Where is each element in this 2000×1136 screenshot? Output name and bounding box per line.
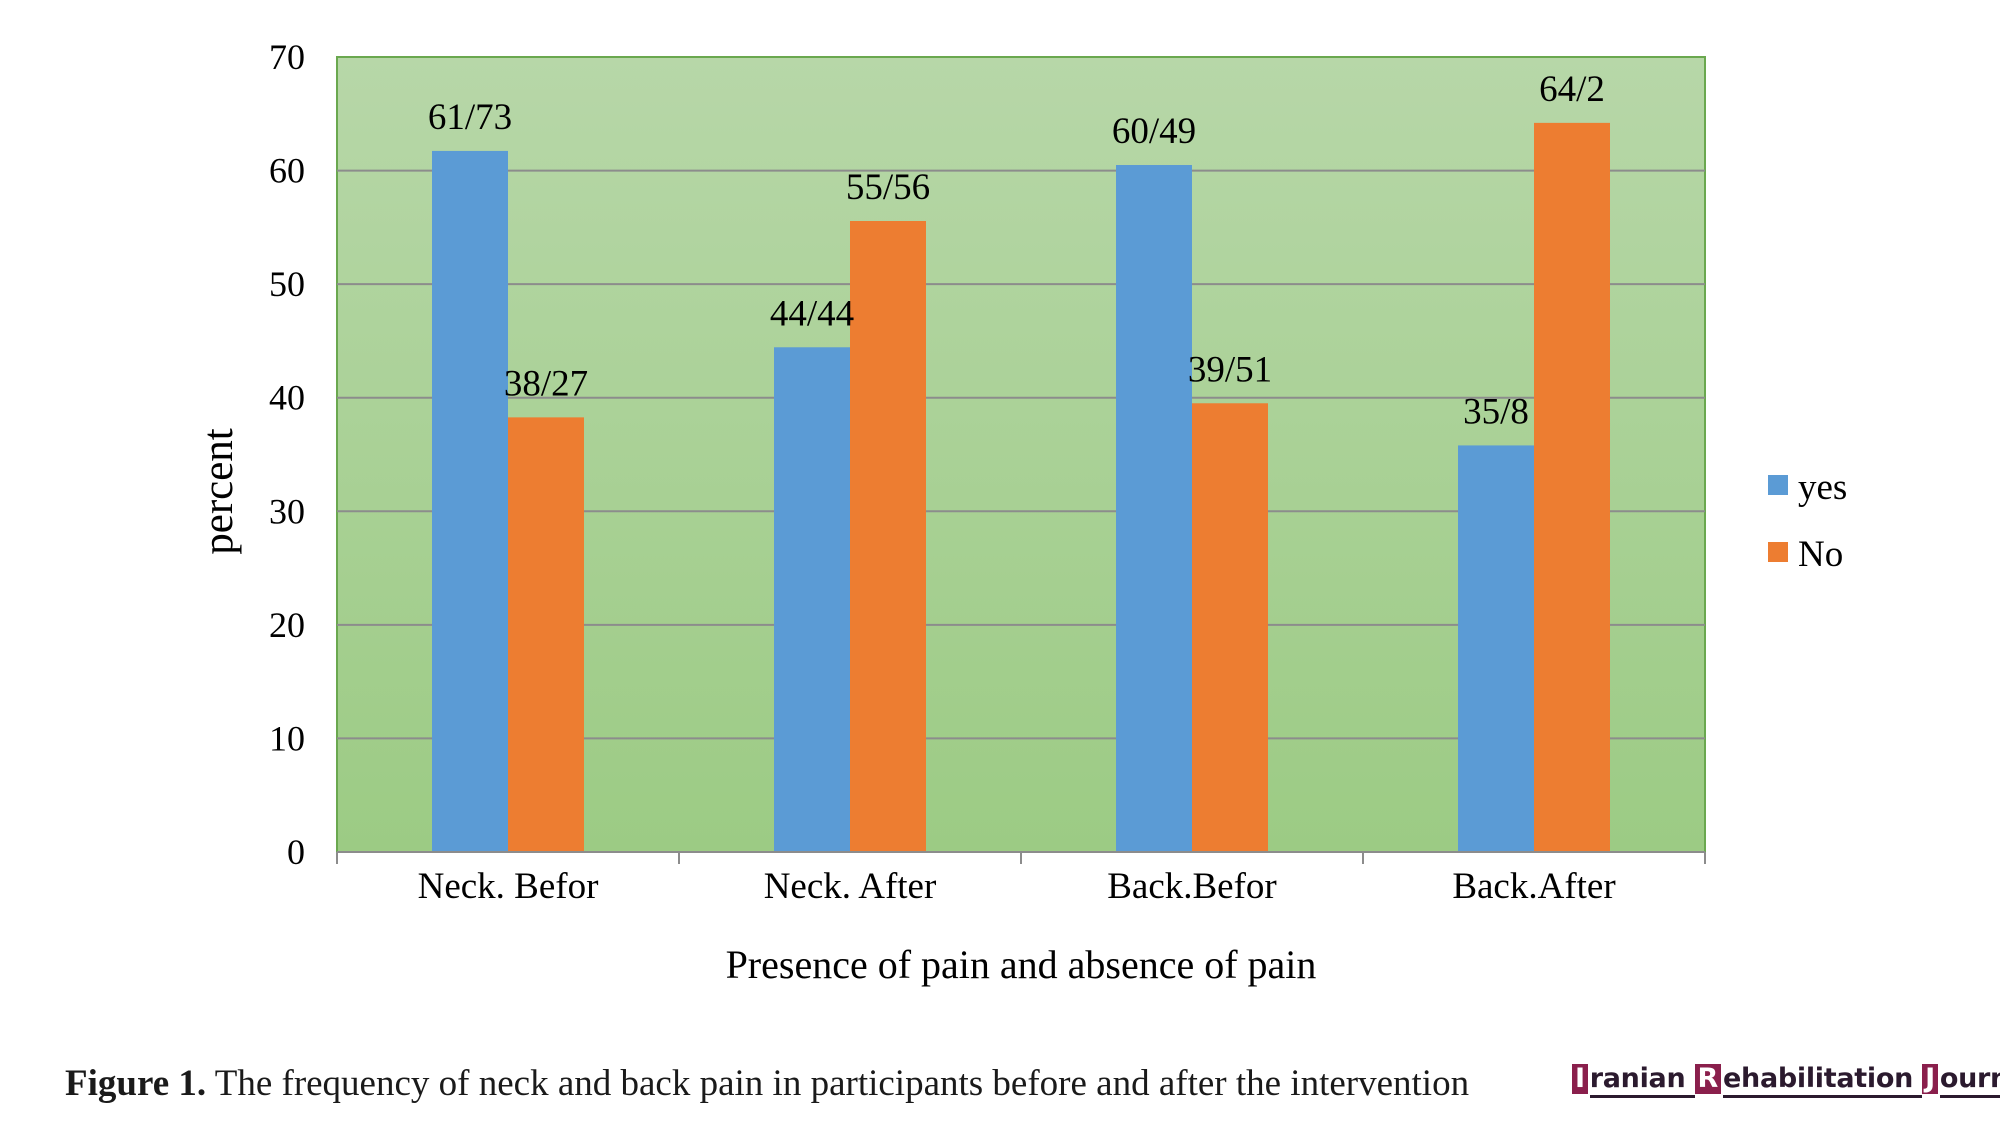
logo-letter-j: J — [1922, 1064, 1938, 1094]
caption-label: Figure 1. — [65, 1063, 207, 1104]
y-tick-label: 0 — [287, 832, 305, 872]
data-label: 39/51 — [1188, 349, 1272, 390]
x-tick-label: Neck. Befor — [418, 866, 599, 907]
logo-letter-i: I — [1572, 1064, 1588, 1094]
bar-yes-3 — [1458, 445, 1534, 852]
logo-text-ehabilitation: ehabilitation — [1723, 1063, 1923, 1098]
figure-caption: Figure 1. The frequency of neck and back… — [65, 1062, 1469, 1105]
y-axis-title: percent — [195, 428, 242, 555]
bar-yes-2 — [1116, 165, 1192, 853]
y-tick-label: 20 — [269, 605, 305, 645]
bar-no-1 — [850, 220, 926, 853]
legend-label-yes: yes — [1798, 467, 1847, 508]
data-label: 38/27 — [504, 363, 588, 404]
bars — [432, 122, 1610, 853]
x-tick-label: Neck. After — [764, 866, 937, 907]
logo-text-ournal: ournal — [1939, 1063, 2000, 1098]
data-labels: 61/73 38/27 44/44 55/56 60/49 39/51 35/8 64/2 — [428, 69, 1605, 433]
axes: 0 10 20 30 40 50 60 70 Neck. Befor Neck. After Bac… — [269, 37, 1706, 907]
bar-yes-1 — [774, 347, 850, 852]
legend-label-no: No — [1798, 534, 1843, 575]
y-tick-label: 70 — [269, 37, 305, 77]
legend-swatch-yes — [1768, 475, 1788, 495]
y-tick-label: 40 — [269, 378, 305, 418]
y-tick-label: 30 — [269, 491, 305, 531]
data-label: 60/49 — [1112, 111, 1196, 152]
y-tick-label: 10 — [269, 718, 305, 758]
logo-text-ranian: ranian — [1589, 1063, 1695, 1098]
data-label: 55/56 — [846, 167, 930, 208]
data-label: 35/8 — [1463, 391, 1529, 432]
x-tick-label: Back.After — [1452, 866, 1615, 907]
x-tick-label: Back.Befor — [1107, 866, 1277, 907]
data-label: 44/44 — [770, 293, 854, 334]
data-label: 64/2 — [1539, 69, 1605, 110]
bar-yes-0 — [432, 150, 508, 852]
legend: yes No — [1768, 467, 1847, 575]
x-axis-title: Presence of pain and absence of pain — [726, 942, 1317, 987]
caption-text: The frequency of neck and back pain in p… — [206, 1063, 1470, 1104]
logo-letter-r: R — [1694, 1064, 1722, 1094]
data-label: 61/73 — [428, 97, 512, 138]
bar-no-0 — [508, 417, 584, 852]
legend-swatch-no — [1768, 542, 1788, 562]
y-tick-label: 50 — [269, 264, 305, 304]
y-tick-label: 60 — [269, 151, 305, 191]
bar-chart: 0 10 20 30 40 50 60 70 Neck. Befor Neck. After Bac… — [195, 37, 1847, 987]
bar-no-2 — [1192, 403, 1268, 852]
bar-no-3 — [1534, 122, 1610, 852]
